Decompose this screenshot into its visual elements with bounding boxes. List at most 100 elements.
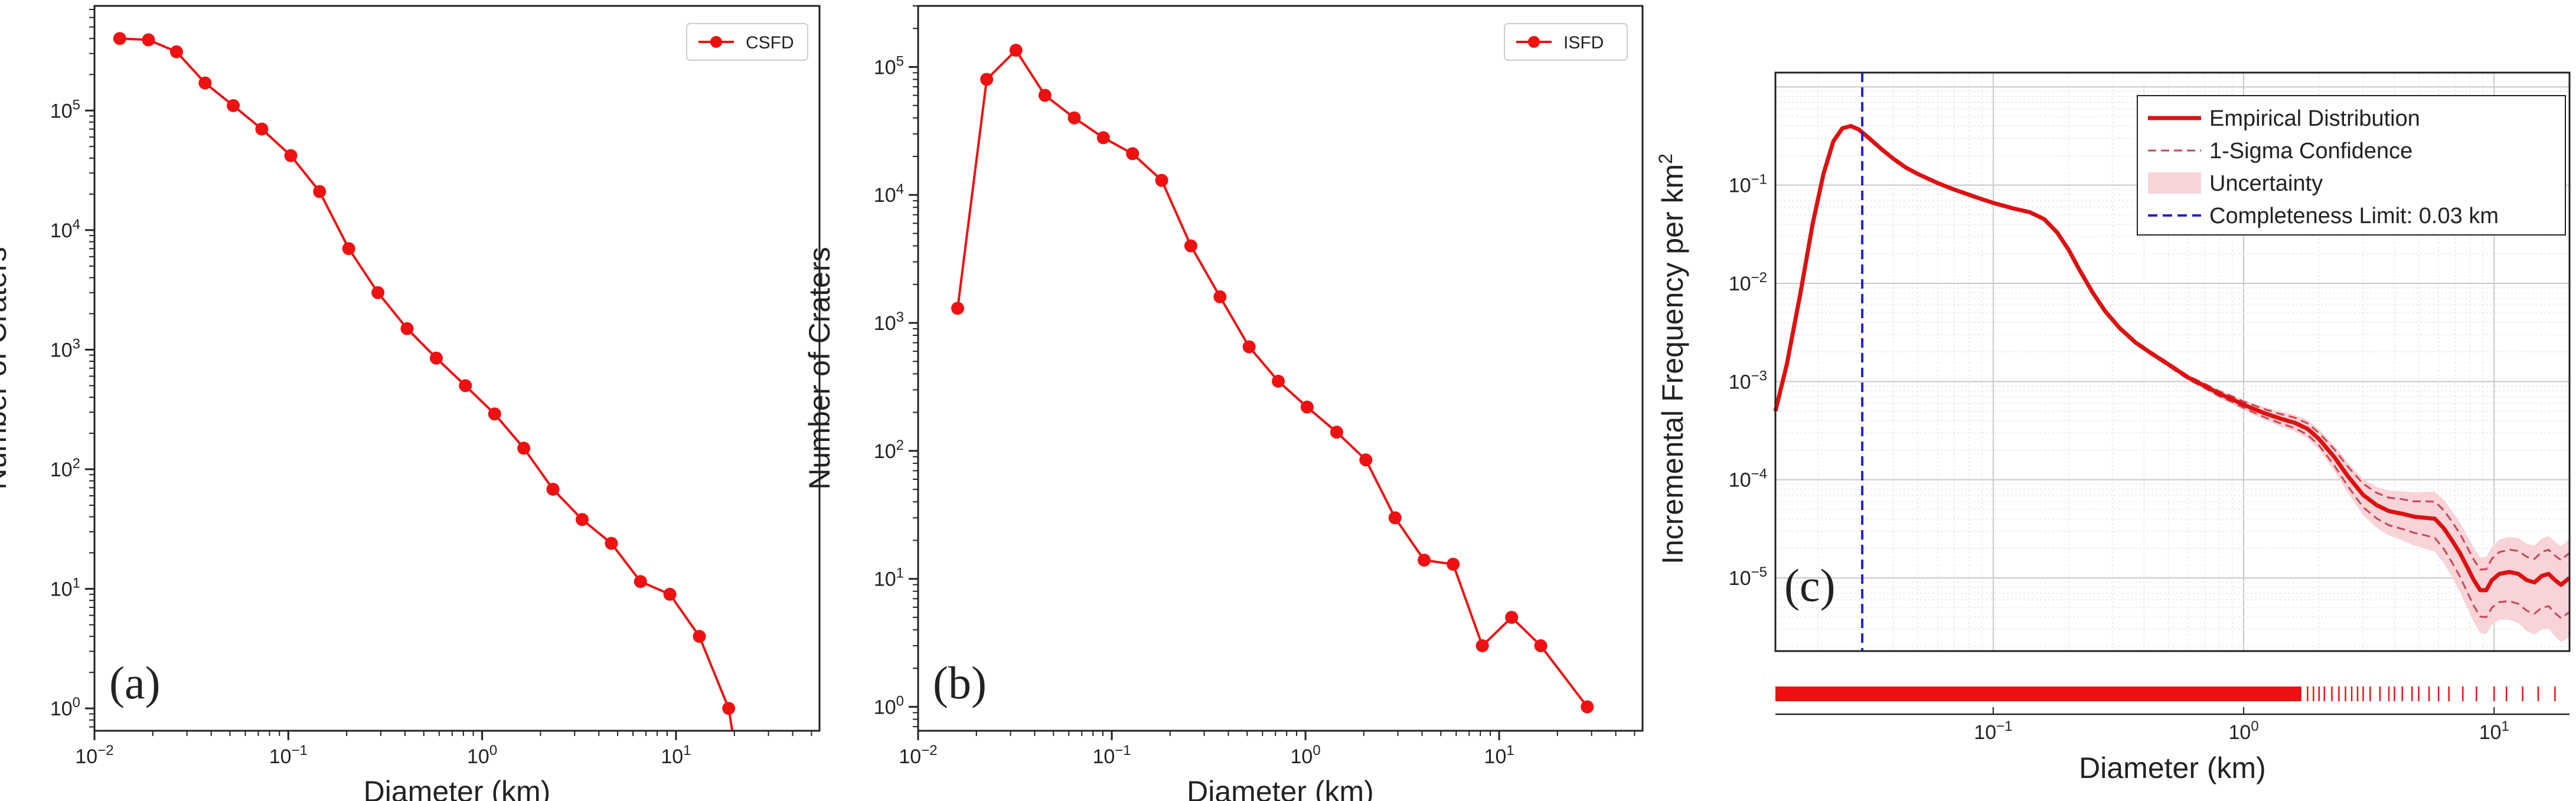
pb-data-point	[1096, 131, 1110, 145]
panel-a-label: (a)	[109, 657, 161, 708]
panel-c-y-tick-label: 10−4	[1729, 466, 1767, 492]
pb-data-point	[1213, 290, 1227, 303]
pb-y-tick-label: 104	[874, 181, 904, 207]
panel-a-legend-box	[686, 23, 808, 61]
pb-data-point	[1184, 239, 1197, 253]
pa-y-tick-label: 104	[50, 217, 80, 242]
pb-data-point	[951, 302, 964, 315]
pa-y-tick-label: 102	[50, 456, 80, 481]
panel-a-x-axis-label: Diameter (km)	[364, 775, 551, 801]
pa-x-tick-label: 101	[661, 743, 691, 768]
pb-y-tick-label: 105	[874, 53, 904, 79]
panel-b-legend-marker	[1528, 36, 1540, 48]
panel-a-legend-label: CSFD	[746, 33, 794, 53]
panel-a-legend-marker	[710, 36, 722, 48]
pb-x-tick-label: 101	[1484, 743, 1514, 768]
panel-c-legend-uncertainty-label: Uncertainty	[2209, 171, 2323, 196]
panel-a: 10−2 10−1 100 101 100 101 102 103 104 105 Diamete…	[0, 5, 821, 801]
pb-y-tick-label: 103	[874, 309, 904, 335]
panel-c-legend-sigma-label: 1-Sigma Confidence	[2209, 139, 2412, 164]
pb-data-point	[1038, 89, 1052, 102]
pb-data-point	[1272, 374, 1285, 388]
panel-c-x-tick-label: 101	[2479, 718, 2509, 744]
panel-c-sigma-lower-line	[1774, 125, 2570, 620]
panel-c-y-axis-label-text: Incremental Frequency per km	[1656, 164, 1689, 564]
panel-b-legend-label: ISFD	[1563, 33, 1604, 53]
pa-data-point	[459, 379, 472, 393]
pb-data-point	[1505, 610, 1519, 624]
pa-data-point	[663, 587, 677, 601]
pa-y-tick-label: 101	[50, 576, 80, 601]
pa-y-tick-label: 103	[50, 336, 80, 361]
pa-data-point	[546, 482, 560, 496]
pb-data-point	[1126, 147, 1140, 161]
pa-y-tick-label: 105	[50, 97, 80, 122]
panel-b-x-axis-label: Diameter (km)	[1187, 775, 1374, 801]
panel-c-legend: Empirical Distribution 1-Sigma Confidenc…	[2137, 95, 2566, 236]
pa-data-point	[634, 575, 647, 589]
pa-data-point	[429, 351, 443, 365]
pa-data-point	[488, 407, 501, 421]
panel-c-label: (c)	[1784, 560, 1836, 611]
panel-c-y-tick-label: 10−1	[1729, 172, 1767, 197]
pa-data-point	[198, 76, 212, 90]
panel-b-ticks: 10−2 10−1 100 101 100 101 102 103 104 105	[874, 5, 1635, 768]
panel-c-x-axis-label: Diameter (km)	[2079, 751, 2266, 784]
pb-x-tick-label: 100	[1290, 743, 1320, 768]
pb-data-point	[980, 73, 994, 86]
pa-x-tick-label: 100	[467, 743, 497, 768]
panel-c-rug	[1775, 686, 2556, 701]
panel-c-sigma-upper-line	[1774, 125, 2570, 571]
panel-c-y-tick-label: 10−3	[1729, 368, 1767, 393]
panel-a-marks	[113, 32, 736, 731]
panel-c-frame	[1774, 71, 2571, 652]
pa-data-point	[517, 442, 531, 455]
panel-c-rug-dense	[1775, 686, 2301, 701]
pa-data-point	[313, 185, 327, 198]
pa-data-point	[142, 33, 155, 47]
pb-data-point	[1534, 639, 1547, 652]
pa-data-point	[342, 242, 355, 256]
panel-c-legend-uncertainty-swatch	[2148, 172, 2201, 194]
pa-data-point	[169, 45, 183, 58]
pb-data-point	[1447, 557, 1460, 571]
panel-c-legend-empirical-label: Empirical Distribution	[2209, 106, 2420, 131]
panel-b-label: (b)	[933, 657, 987, 708]
pa-data-point	[605, 537, 618, 550]
pb-data-point	[1067, 111, 1081, 125]
pa-data-point	[227, 99, 240, 112]
panel-c-y-tick-label: 10−5	[1729, 564, 1767, 590]
pb-data-point	[1418, 553, 1431, 567]
pa-x-tick-label: 10−1	[269, 743, 308, 768]
panel-c-x-tick-label: 100	[2229, 718, 2259, 744]
panel-b-legend-box	[1504, 23, 1628, 61]
pb-data-point	[1009, 44, 1023, 57]
pa-data-point	[255, 122, 269, 136]
pa-x-tick-label: 10−2	[75, 743, 113, 768]
pb-x-tick-label: 10−2	[899, 743, 937, 768]
pa-data-point	[575, 513, 589, 527]
panel-c-x-tick-label: 10−1	[1974, 718, 2012, 744]
panel-c-legend-box	[2137, 95, 2566, 236]
panel-c-y-axis-label-sup: 2	[1655, 153, 1676, 164]
panel-c-uncertainty-band	[1775, 125, 2570, 642]
pb-y-tick-label: 100	[874, 693, 904, 718]
pb-data-point	[1300, 400, 1314, 414]
pb-x-tick-label: 10−1	[1092, 743, 1131, 768]
pb-y-tick-label: 101	[874, 565, 904, 591]
panel-c-legend-completeness-label: Completeness Limit: 0.03 km	[2209, 204, 2499, 228]
pb-data-point	[1475, 639, 1489, 652]
pb-data-point	[1155, 174, 1168, 187]
panel-b-marks	[951, 44, 1594, 714]
panel-b-frame	[917, 5, 1644, 732]
panel-b-y-axis-label: Number of Craters	[803, 247, 836, 489]
panel-c: 10−1 100 101 10−5 10−4 10−3 10−2 10−1 Diameter …	[1655, 71, 2571, 784]
pb-data-point	[1330, 426, 1344, 439]
pa-data-point	[400, 322, 414, 335]
panel-b: 10−2 10−1 100 101 100 101 102 103 104 105 Diamete…	[803, 5, 1644, 801]
pb-data-point	[1359, 453, 1373, 467]
pb-series-line	[956, 49, 1588, 708]
panel-a-legend: CSFD	[686, 23, 808, 61]
pa-data-point	[113, 32, 126, 45]
